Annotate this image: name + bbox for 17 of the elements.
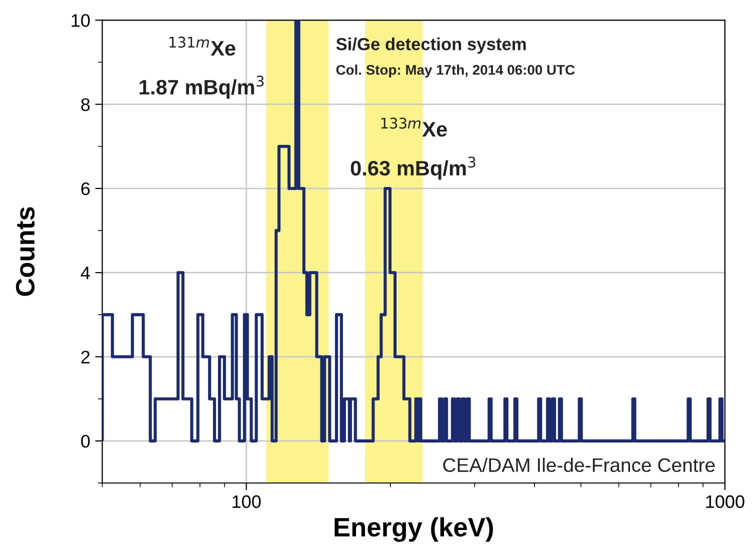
y-tick-label: 6: [81, 182, 90, 196]
y-tick-label: 8: [81, 98, 90, 112]
y-tick-label: 0: [81, 434, 90, 448]
annotation: Col. Stop: May 17th, 2014 06:00 UTC: [336, 64, 575, 78]
y-tick-label: 2: [81, 350, 90, 364]
annotation: CEA/DAM Ile-de-France Centre: [443, 458, 715, 472]
y-tick-label: 10: [72, 14, 90, 27]
y-tick-label: 4: [80, 266, 90, 280]
y-axis-title: Counts: [16, 207, 35, 296]
annotation: $^{131m}$Xe: [170, 36, 236, 56]
x-tick-label: 1000: [706, 495, 744, 508]
x-axis-title: Energy (keV): [334, 517, 493, 542]
annotation: 1.87 mBq/m$^{3}$: [140, 76, 264, 99]
annotation: 0.63 mBq/m$^{3}$: [350, 156, 476, 180]
annotation: Si/Ge detection system: [336, 38, 526, 54]
annotation: $^{133m}$Xe: [381, 118, 447, 137]
x-tick-label: 100: [232, 495, 261, 508]
